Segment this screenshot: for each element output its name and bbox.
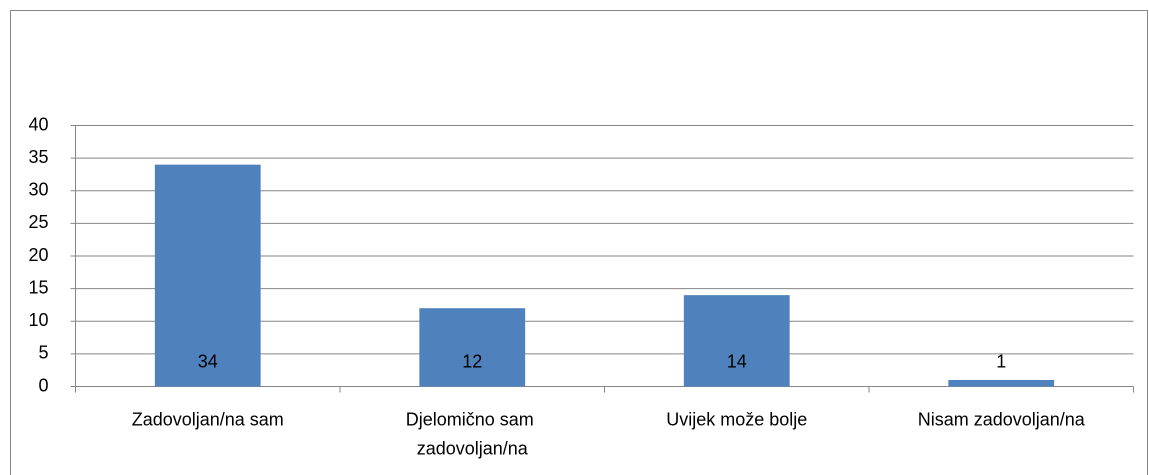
chart-frame [10,10,1148,475]
data-label: 34 [198,351,218,371]
x-tick-label: Zadovoljan/na sam [132,409,284,429]
y-tick-label: 5 [38,343,48,363]
bar [683,295,790,387]
y-tick-label: 15 [28,277,48,297]
data-label: 12 [462,351,482,371]
bar [948,379,1055,387]
x-tick-label: Djelomično sam zadovoljan/na [406,409,539,458]
y-tick-label: 10 [28,310,48,330]
y-tick-label: 0 [38,375,48,395]
x-tick-label: Nisam zadovoljan/na [918,409,1086,429]
bar [154,164,261,387]
y-tick-label: 20 [28,245,48,265]
data-label: 14 [727,351,747,371]
bar [419,308,526,387]
y-tick-label: 40 [28,114,48,134]
y-tick-label: 35 [28,147,48,167]
y-tick-label: 30 [28,180,48,200]
x-tick-label: Uvijek može bolje [666,409,807,429]
y-tick-label: 25 [28,212,48,232]
data-label: 1 [996,351,1006,371]
